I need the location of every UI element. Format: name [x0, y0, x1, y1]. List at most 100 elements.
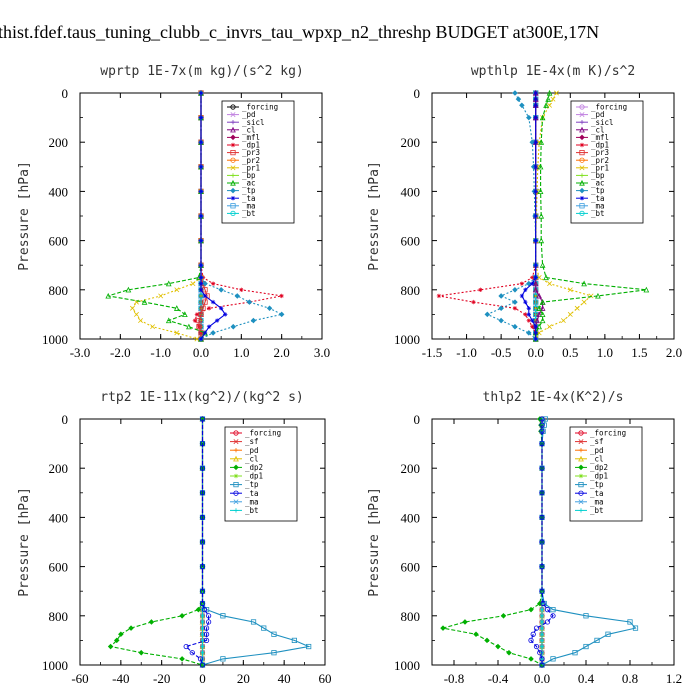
- legend-marker: [578, 499, 584, 505]
- data-point: [198, 90, 204, 96]
- data-point: [544, 619, 551, 625]
- data-point: [595, 292, 601, 299]
- data-point: [306, 643, 312, 650]
- legend-entry: _bp: [591, 171, 605, 180]
- data-point: [532, 280, 539, 287]
- data-point: [198, 336, 204, 342]
- legend-marker: [233, 448, 239, 453]
- data-point: [495, 643, 501, 650]
- data-point: [183, 643, 189, 650]
- data-point: [129, 305, 135, 311]
- data-point: [526, 280, 532, 287]
- data-point: [542, 416, 548, 422]
- data-point: [538, 212, 545, 219]
- data-point: [179, 613, 185, 619]
- series-line-dp1: [438, 93, 537, 339]
- data-point: [199, 416, 206, 422]
- data-point: [534, 317, 540, 324]
- panel-title: rtp2 1E-11x(kg^2)/(kg^2 s): [100, 390, 304, 405]
- data-point: [594, 637, 600, 644]
- data-point: [515, 96, 522, 102]
- legend-entry: _bt: [245, 506, 259, 515]
- data-point: [189, 650, 195, 656]
- data-point: [540, 600, 546, 607]
- legend: _forcing_sf_pd_cl_dp2_dp1_tp_ta_ma_bt: [224, 426, 298, 522]
- data-point: [498, 293, 504, 299]
- data-point: [523, 299, 528, 305]
- data-point: [545, 96, 552, 102]
- data-point: [202, 293, 208, 299]
- data-point: [526, 318, 531, 323]
- data-point: [199, 465, 206, 471]
- data-point: [539, 317, 546, 324]
- data-point: [574, 305, 580, 311]
- legend-marker: [233, 481, 239, 488]
- data-point: [539, 619, 545, 625]
- data-point: [484, 311, 491, 318]
- data-point: [529, 139, 536, 145]
- data-point: [583, 613, 589, 619]
- legend-marker: [230, 165, 236, 171]
- data-point: [198, 281, 204, 286]
- data-point: [523, 287, 528, 292]
- y-tick-label: 200: [49, 461, 69, 476]
- data-point: [436, 293, 442, 299]
- data-point: [512, 287, 518, 293]
- data-point: [539, 490, 545, 496]
- data-point: [440, 625, 446, 631]
- legend-entry: _mfl: [242, 133, 260, 142]
- legend-entry: _ac: [591, 179, 605, 188]
- data-point: [536, 311, 543, 317]
- legend-entry: _dp1: [245, 472, 263, 481]
- legend-entry: _ma: [590, 497, 604, 506]
- data-point: [539, 644, 545, 649]
- legend: _forcing_pd_sicl_cl_mfl_dp1_pr3_pr2_pr1_…: [570, 100, 644, 224]
- data-point: [148, 619, 155, 625]
- x-tick-label: -0.8: [444, 671, 465, 686]
- data-point: [526, 330, 532, 336]
- data-point: [198, 140, 204, 145]
- data-point: [194, 336, 200, 342]
- data-point: [530, 631, 536, 637]
- data-point: [202, 280, 208, 287]
- data-point: [125, 286, 132, 293]
- data-point: [214, 318, 220, 323]
- legend-marker: [233, 455, 239, 462]
- legend-marker: [579, 210, 585, 216]
- data-point: [526, 114, 532, 121]
- data-point: [543, 274, 549, 281]
- data-point: [198, 275, 204, 280]
- data-point: [198, 238, 204, 243]
- y-tick-label: 400: [49, 510, 69, 525]
- data-point: [500, 613, 507, 619]
- legend-marker: [579, 112, 585, 118]
- data-point: [279, 293, 284, 299]
- data-point: [203, 625, 210, 631]
- legend-marker: [578, 448, 584, 453]
- x-tick-label: 0.5: [562, 345, 578, 360]
- data-point: [528, 637, 534, 644]
- legend-entry: _dp2: [590, 463, 608, 472]
- data-point: [478, 287, 483, 292]
- legend-entry: _dp1: [242, 141, 260, 150]
- legend-marker: [230, 173, 236, 178]
- x-tick-label: -0.5: [491, 345, 512, 360]
- data-point: [539, 311, 546, 317]
- legend-entry: _pr3: [591, 148, 609, 157]
- legend-marker: [230, 210, 236, 216]
- data-point: [128, 625, 134, 631]
- legend-marker: [230, 179, 236, 186]
- data-point: [533, 330, 538, 336]
- data-point: [291, 637, 297, 644]
- legend-marker: [579, 104, 585, 110]
- x-tick-label: 1.2: [666, 671, 682, 686]
- data-point: [202, 299, 208, 305]
- data-point: [239, 287, 244, 292]
- data-point: [567, 311, 573, 317]
- y-tick-label: 200: [401, 135, 421, 150]
- legend-entry: _forcing: [591, 103, 627, 112]
- data-point: [519, 281, 525, 286]
- data-point: [550, 656, 556, 662]
- y-tick-label: 600: [401, 234, 421, 249]
- data-point: [512, 306, 518, 311]
